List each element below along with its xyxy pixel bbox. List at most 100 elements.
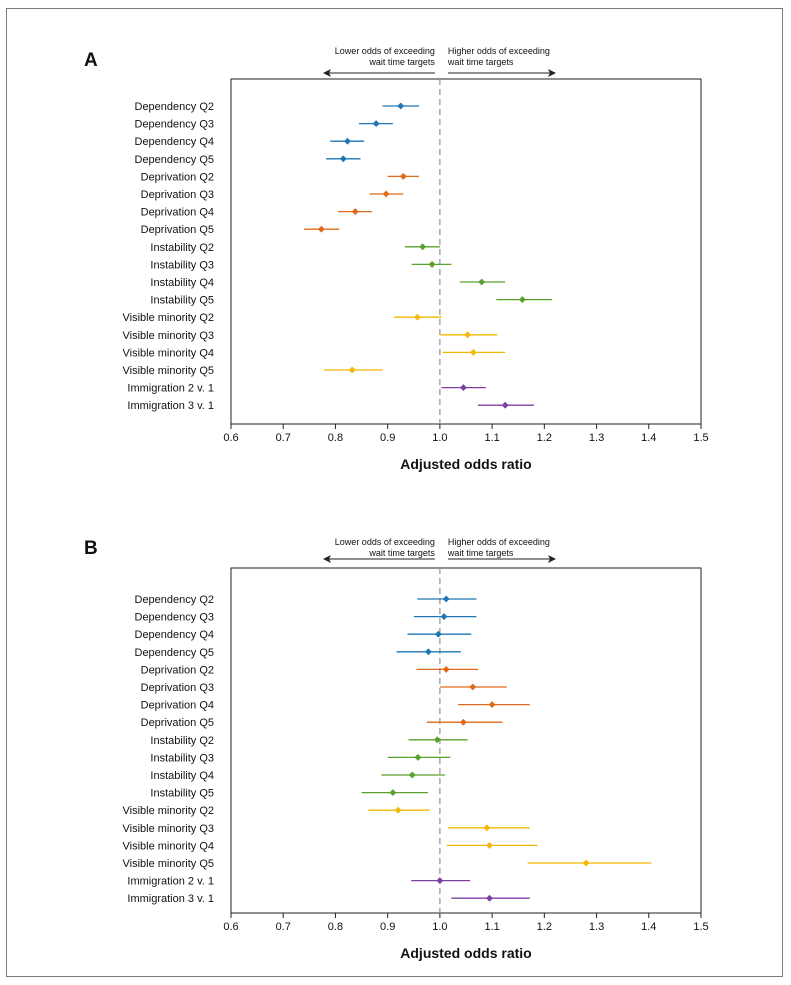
row-label: Instability Q3 xyxy=(150,259,214,271)
row-label: Instability Q2 xyxy=(150,242,214,254)
point-estimate-marker xyxy=(436,877,444,885)
row-label: Immigration 2 v. 1 xyxy=(127,383,214,395)
point-estimate-marker xyxy=(501,401,509,409)
point-estimate-marker xyxy=(397,102,405,110)
x-tick-label: 0.6 xyxy=(223,432,238,444)
point-estimate-marker xyxy=(317,225,325,233)
row-label: Instability Q5 xyxy=(150,295,214,307)
row-label: Deprivation Q2 xyxy=(141,664,214,676)
point-estimate-marker xyxy=(389,789,397,797)
row-label: Visible minority Q2 xyxy=(123,312,215,324)
row-label: Immigration 2 v. 1 xyxy=(127,876,214,888)
point-estimate-marker xyxy=(372,120,380,128)
x-tick-label: 1.3 xyxy=(589,921,604,933)
point-estimate-marker xyxy=(459,718,467,726)
row-label: Deprivation Q3 xyxy=(141,682,214,694)
row-label: Visible minority Q4 xyxy=(123,840,215,852)
point-estimate-marker xyxy=(414,313,421,321)
point-estimate-marker xyxy=(464,331,471,339)
row-label: Deprivation Q5 xyxy=(141,717,214,729)
point-estimate-marker xyxy=(414,753,422,761)
x-tick-label: 0.6 xyxy=(223,921,238,933)
row-label: Deprivation Q3 xyxy=(141,189,214,201)
row-label: Visible minority Q4 xyxy=(123,347,215,359)
point-estimate-marker xyxy=(469,348,477,356)
x-tick-label: 1.5 xyxy=(693,921,708,933)
point-estimate-marker xyxy=(339,155,347,163)
point-estimate-marker xyxy=(434,630,442,638)
point-estimate-marker xyxy=(459,384,467,392)
annotation-right-line: wait time targets xyxy=(447,57,514,67)
x-axis-label: Adjusted odds ratio xyxy=(400,945,531,961)
row-label: Deprivation Q5 xyxy=(141,224,214,236)
x-tick-label: 0.8 xyxy=(328,921,343,933)
row-label: Dependency Q2 xyxy=(135,101,215,113)
point-estimate-marker xyxy=(440,613,448,621)
x-tick-label: 1.3 xyxy=(589,432,604,444)
row-label: Visible minority Q5 xyxy=(123,858,215,870)
annotation-right-line: wait time targets xyxy=(447,548,514,558)
annotation-left-line: Lower odds of exceeding xyxy=(335,537,435,547)
x-tick-label: 0.7 xyxy=(276,921,291,933)
point-estimate-marker xyxy=(348,366,356,374)
row-label: Dependency Q3 xyxy=(135,119,215,131)
x-tick-label: 0.7 xyxy=(276,432,291,444)
row-label: Immigration 3 v. 1 xyxy=(127,400,214,412)
point-estimate-marker xyxy=(488,701,496,709)
row-label: Immigration 3 v. 1 xyxy=(127,893,214,905)
x-tick-label: 1.4 xyxy=(641,432,656,444)
point-estimate-marker xyxy=(408,771,416,779)
point-estimate-marker xyxy=(442,665,450,673)
row-label: Visible minority Q5 xyxy=(123,365,215,377)
x-tick-label: 0.9 xyxy=(380,432,395,444)
row-label: Visible minority Q3 xyxy=(123,823,215,835)
row-label: Instability Q4 xyxy=(150,277,214,289)
point-estimate-marker xyxy=(478,278,486,286)
row-label: Dependency Q4 xyxy=(135,136,215,148)
panel-b-letter: B xyxy=(84,538,98,559)
row-label: Deprivation Q4 xyxy=(141,700,214,712)
row-label: Dependency Q4 xyxy=(135,629,215,641)
x-tick-label: 1.0 xyxy=(432,432,447,444)
annotation-left-line: wait time targets xyxy=(368,548,435,558)
x-tick-label: 1.1 xyxy=(484,921,499,933)
x-tick-label: 1.1 xyxy=(484,432,499,444)
row-label: Deprivation Q4 xyxy=(141,207,214,219)
row-label: Instability Q2 xyxy=(150,735,214,747)
point-estimate-marker xyxy=(382,190,390,198)
x-tick-label: 1.2 xyxy=(537,432,552,444)
x-tick-label: 1.2 xyxy=(537,921,552,933)
x-tick-label: 1.0 xyxy=(432,921,447,933)
x-tick-label: 0.8 xyxy=(328,432,343,444)
point-estimate-marker xyxy=(442,595,450,603)
x-tick-label: 1.4 xyxy=(641,921,656,933)
row-label: Dependency Q2 xyxy=(135,594,215,606)
point-estimate-marker xyxy=(582,859,590,867)
point-estimate-marker xyxy=(469,683,477,691)
point-estimate-marker xyxy=(486,894,493,902)
row-label: Visible minority Q2 xyxy=(123,805,215,817)
x-tick-label: 0.9 xyxy=(380,921,395,933)
row-label: Dependency Q3 xyxy=(135,612,215,624)
annotation-right-line: Higher odds of exceeding xyxy=(448,46,550,56)
point-estimate-marker xyxy=(518,296,526,304)
point-estimate-marker xyxy=(394,806,402,814)
x-tick-label: 1.5 xyxy=(693,432,708,444)
annotation-left-line: wait time targets xyxy=(368,57,435,67)
plot-area-box xyxy=(230,567,702,914)
point-estimate-marker xyxy=(351,208,359,216)
point-estimate-marker xyxy=(486,841,493,849)
point-estimate-marker xyxy=(419,243,427,251)
point-estimate-marker xyxy=(399,172,407,180)
point-estimate-marker xyxy=(424,648,432,656)
figure-frame xyxy=(6,8,783,977)
x-axis-label: Adjusted odds ratio xyxy=(400,456,531,472)
row-label: Dependency Q5 xyxy=(135,154,215,166)
row-label: Deprivation Q2 xyxy=(141,171,214,183)
row-label: Instability Q5 xyxy=(150,788,214,800)
row-label: Instability Q4 xyxy=(150,770,214,782)
point-estimate-marker xyxy=(483,824,491,832)
annotation-left-line: Lower odds of exceeding xyxy=(335,46,435,56)
